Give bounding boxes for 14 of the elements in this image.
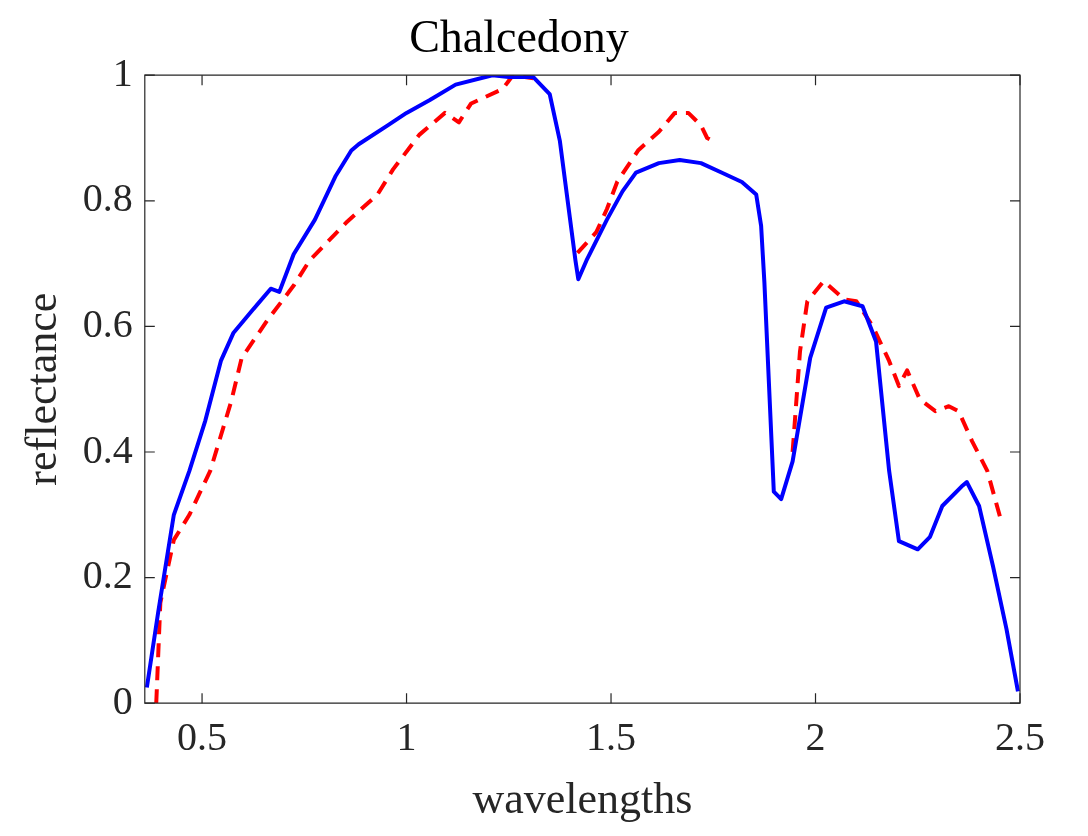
y-tick-label: 0.8 [82,175,133,221]
y-axis-title: reflectance [16,292,66,486]
x-axis-title: wavelengths [472,774,693,824]
x-tick-label: 1 [396,713,417,759]
y-tick-label: 0 [112,677,133,723]
x-tick-label: 0.5 [177,713,228,759]
y-tick-label: 0.6 [82,300,133,346]
y-tick-label: 0.2 [82,552,133,598]
x-tick-label: 2.5 [995,713,1045,759]
chart-title: Chalcedony [409,10,629,62]
y-tick-label: 0.4 [82,426,133,472]
x-tick-label: 1.5 [586,713,637,759]
y-tick-label: 1 [112,49,133,95]
x-tick-label: 2 [805,713,826,759]
